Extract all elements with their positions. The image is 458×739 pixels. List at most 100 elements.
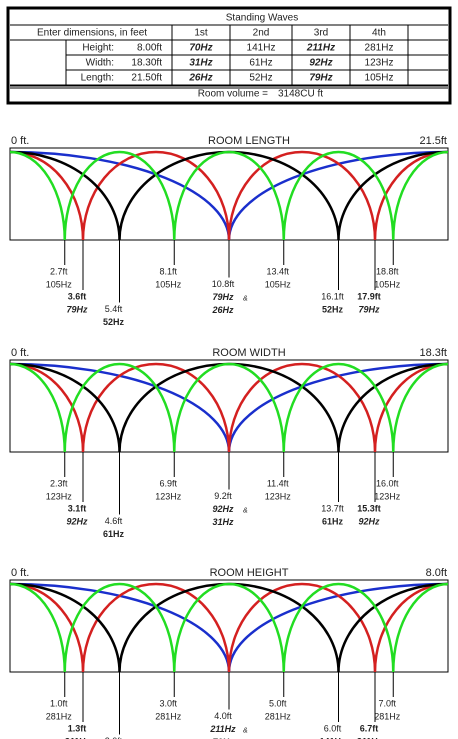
volume-value: 3148CU ft: [278, 89, 323, 100]
node-frequency: 281Hz: [46, 711, 73, 721]
node-position: 3.0ft: [159, 698, 177, 708]
node-frequency: 70Hz: [212, 737, 234, 739]
row-label: Length:: [81, 73, 114, 84]
frequency-cell: 79Hz: [309, 73, 332, 84]
node-position: 2.7ft: [50, 266, 68, 276]
frequency-cell: 92Hz: [309, 58, 332, 69]
node-position: 2.3ft: [50, 478, 68, 488]
table-header: 1st: [194, 28, 208, 39]
table-header: 4th: [372, 28, 386, 39]
node-position: 16.0ft: [376, 478, 399, 488]
node-frequency: 105Hz: [155, 279, 182, 289]
node-position: 9.2ft: [214, 491, 232, 501]
node-position: 5.0ft: [269, 698, 287, 708]
node-frequency: 79Hz: [212, 292, 234, 302]
frequency-cell: 61Hz: [249, 58, 272, 69]
node-frequency: 92Hz: [358, 516, 380, 526]
node-frequency: 211Hz: [63, 736, 90, 739]
node-position: 6.7ft: [360, 723, 379, 733]
node-frequency: 211Hz: [355, 736, 382, 739]
node-position: 7.0ft: [378, 698, 396, 708]
harmonic-curve: [9, 362, 449, 453]
node-frequency: 31Hz: [212, 517, 234, 527]
frequency-cell: 141Hz: [247, 43, 276, 54]
node-frequency: 105Hz: [46, 279, 73, 289]
node-frequency: 123Hz: [46, 491, 73, 501]
node-frequency: 52Hz: [322, 304, 344, 314]
node-position: 8.1ft: [159, 266, 177, 276]
node-position: 3.6ft: [68, 291, 87, 301]
node-position: 1.0ft: [50, 698, 68, 708]
end-label-right: 18.3ft: [419, 347, 447, 359]
table-header: Enter dimensions, in feet: [37, 28, 147, 39]
table-header: 2nd: [253, 28, 270, 39]
joiner: &: [243, 727, 248, 734]
node-position: 16.1ft: [321, 291, 344, 301]
volume-label: Room volume =: [198, 89, 268, 100]
panel-title: ROOM WIDTH: [212, 347, 285, 359]
frequency-cell: 105Hz: [365, 73, 394, 84]
row-label: Height:: [82, 43, 114, 54]
node-position: 13.7ft: [321, 503, 344, 513]
harmonic-curve: [9, 150, 449, 241]
node-position: 2.0ft: [105, 736, 123, 739]
node-position: 11.4ft: [267, 478, 289, 488]
frequency-cell: 211Hz: [306, 43, 335, 54]
node-frequency: 61Hz: [103, 529, 125, 539]
node-position: 18.8ft: [376, 266, 399, 276]
node-frequency: 92Hz: [66, 516, 88, 526]
node-position: 6.9ft: [159, 478, 177, 488]
joiner: &: [243, 507, 248, 514]
end-label-right: 21.5ft: [419, 135, 447, 147]
node-position: 13.4ft: [266, 266, 289, 276]
frequency-cell: 26Hz: [188, 73, 212, 84]
end-label-left: 0 ft.: [11, 135, 29, 147]
table-title: Standing Waves: [226, 13, 298, 24]
node-position: 15.3ft: [357, 503, 381, 513]
node-frequency: 281Hz: [374, 711, 401, 721]
panel-title: ROOM LENGTH: [208, 135, 290, 147]
row-label: 18.30ft: [131, 58, 162, 69]
node-frequency: 123Hz: [265, 491, 292, 501]
frequency-cell: 123Hz: [365, 58, 394, 69]
node-position: 6.0ft: [324, 723, 342, 733]
node-frequency: 52Hz: [103, 317, 125, 327]
end-label-left: 0 ft.: [11, 347, 29, 359]
frequency-cell: 31Hz: [189, 58, 212, 69]
node-position: 4.0ft: [214, 711, 232, 721]
row-label: Width:: [86, 58, 114, 69]
joiner: &: [243, 295, 248, 302]
node-frequency: 123Hz: [155, 491, 182, 501]
node-frequency: 211Hz: [209, 724, 236, 734]
node-frequency: 281Hz: [265, 711, 292, 721]
node-frequency: 105Hz: [374, 279, 401, 289]
node-position: 17.9ft: [357, 291, 381, 301]
node-frequency: 79Hz: [358, 304, 380, 314]
table-grid: [10, 24, 448, 89]
node-frequency: 79Hz: [66, 304, 88, 314]
row-label: 21.50ft: [131, 73, 162, 84]
node-frequency: 105Hz: [265, 279, 292, 289]
node-frequency: 141Hz: [319, 736, 346, 739]
end-label-right: 8.0ft: [426, 567, 447, 579]
frequency-cell: 70Hz: [189, 43, 212, 54]
node-position: 5.4ft: [105, 304, 123, 314]
node-frequency: 123Hz: [374, 491, 401, 501]
node-position: 1.3ft: [68, 723, 87, 733]
node-position: 4.6ft: [105, 516, 123, 526]
end-label-left: 0 ft.: [11, 567, 29, 579]
harmonic-curve: [9, 150, 449, 241]
table-header: 3rd: [314, 28, 328, 39]
node-frequency: 61Hz: [322, 516, 344, 526]
node-position: 10.8ft: [212, 279, 235, 289]
harmonic-curve: [9, 582, 449, 673]
harmonic-curve: [9, 582, 449, 673]
node-frequency: 281Hz: [155, 711, 182, 721]
panel-title: ROOM HEIGHT: [210, 567, 289, 579]
row-label: 8.00ft: [137, 43, 162, 54]
frequency-cell: 281Hz: [365, 43, 394, 54]
node-frequency: 26Hz: [211, 305, 234, 315]
node-frequency: 92Hz: [212, 504, 234, 514]
